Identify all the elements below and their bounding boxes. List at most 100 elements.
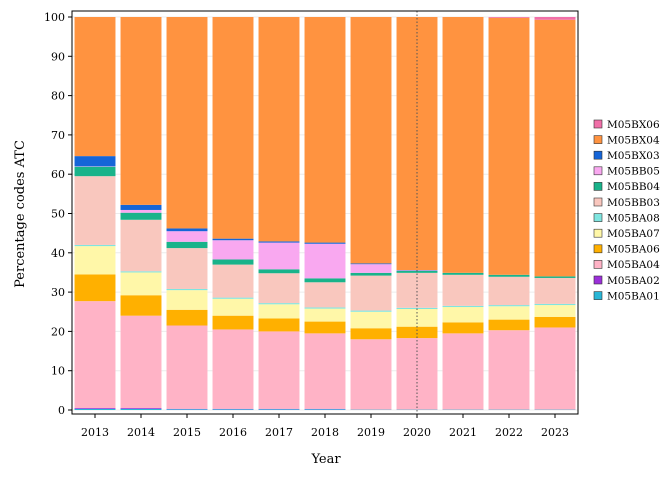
legend-swatch-m05ba08 — [594, 214, 602, 222]
legend-swatch-m05bx03 — [594, 151, 602, 159]
legend-swatch-m05bb04 — [594, 182, 602, 190]
bar-segment-m05bx04-2017 — [259, 17, 300, 241]
bar-segment-m05bx03-2014 — [121, 205, 162, 210]
bar-segment-m05ba01-2018 — [305, 409, 346, 410]
legend-swatch-m05ba02 — [594, 276, 602, 284]
bar-segment-m05bb05-2017 — [259, 243, 300, 270]
y-tick-label: 90 — [51, 50, 65, 63]
legend-swatch-m05bx04 — [594, 136, 602, 144]
legend-label-m05ba06: M05BA06 — [607, 244, 660, 256]
x-tick-label: 2013 — [81, 426, 109, 439]
bar-segment-m05ba04-2017 — [259, 331, 300, 408]
bars — [75, 17, 576, 410]
bar-segment-m05ba01-2014 — [121, 409, 162, 410]
bar-segment-m05ba06-2023 — [535, 317, 576, 328]
bar-segment-m05bb04-2014 — [121, 213, 162, 220]
y-tick-label: 60 — [51, 168, 65, 181]
legend-swatch-m05bx06 — [594, 120, 602, 128]
bar-segment-m05bb04-2022 — [489, 275, 530, 277]
y-tick-label: 20 — [51, 325, 65, 338]
bar-segment-m05ba04-2016 — [213, 329, 254, 408]
bar-segment-m05ba01-2017 — [259, 409, 300, 410]
legend-label-m05bx03: M05BX03 — [607, 150, 660, 162]
y-axis-title: Percentage codes ATC — [13, 140, 28, 288]
bar-segment-m05ba04-2020 — [397, 338, 438, 410]
y-tick-label: 50 — [51, 208, 65, 221]
bar-segment-m05ba07-2022 — [489, 306, 530, 319]
bar-segment-m05bb05-2014 — [121, 210, 162, 213]
bar-segment-m05ba08-2013 — [75, 245, 116, 246]
x-tick-label: 2019 — [357, 426, 385, 439]
bar-segment-m05bx03-2018 — [305, 243, 346, 244]
bar-segment-m05ba08-2017 — [259, 303, 300, 304]
bar-segment-m05bx04-2019 — [351, 17, 392, 263]
bar-segment-m05ba06-2022 — [489, 320, 530, 331]
bar-segment-m05ba06-2020 — [397, 327, 438, 338]
bar-segment-m05bx03-2016 — [213, 239, 254, 241]
bar-segment-m05bx04-2015 — [167, 17, 208, 228]
y-tick-label: 70 — [51, 129, 65, 142]
legend-swatch-m05ba04 — [594, 260, 602, 268]
bar-segment-m05bb04-2013 — [75, 167, 116, 176]
x-tick-label: 2015 — [173, 426, 201, 439]
bar-segment-m05bx03-2015 — [167, 228, 208, 231]
x-tick-label: 2022 — [495, 426, 523, 439]
bar-segment-m05ba04-2022 — [489, 330, 530, 409]
legend-swatch-m05ba06 — [594, 245, 602, 253]
bar-segment-m05bb05-2016 — [213, 240, 254, 259]
bar-segment-m05bb04-2021 — [443, 273, 484, 275]
bar-segment-m05bb03-2023 — [535, 278, 576, 304]
bar-segment-m05ba04-2019 — [351, 339, 392, 409]
legend-label-m05ba08: M05BA08 — [607, 212, 660, 224]
y-tick-label: 80 — [51, 90, 65, 103]
bar-segment-m05ba01-2016 — [213, 409, 254, 410]
x-tick-label: 2020 — [403, 426, 431, 439]
legend-label-m05bb03: M05BB03 — [607, 197, 660, 209]
legend-swatch-m05bb05 — [594, 167, 602, 175]
bar-segment-m05ba06-2021 — [443, 322, 484, 333]
bar-segment-m05ba08-2022 — [489, 305, 530, 306]
bar-segment-m05ba07-2017 — [259, 304, 300, 318]
bar-segment-m05ba07-2020 — [397, 309, 438, 327]
y-tick-label: 0 — [58, 404, 65, 417]
bar-segment-m05ba07-2023 — [535, 305, 576, 317]
bar-segment-m05ba08-2019 — [351, 311, 392, 312]
bar-segment-m05bb03-2014 — [121, 220, 162, 271]
bar-segment-m05bx03-2013 — [75, 156, 116, 166]
legend-label-m05bx06: M05BX06 — [607, 119, 660, 131]
bar-segment-m05ba06-2017 — [259, 318, 300, 331]
bar-segment-m05ba06-2014 — [121, 295, 162, 315]
bar-segment-m05ba07-2013 — [75, 246, 116, 274]
bar-segment-m05bx03-2017 — [259, 241, 300, 242]
legend-swatch-m05ba01 — [594, 292, 602, 300]
bar-segment-m05ba08-2023 — [535, 304, 576, 305]
bar-segment-m05bx04-2016 — [213, 17, 254, 239]
legend-label-m05ba01: M05BA01 — [607, 290, 660, 302]
bar-segment-m05ba06-2013 — [75, 274, 116, 301]
bar-segment-m05ba06-2015 — [167, 310, 208, 326]
bar-segment-m05ba08-2021 — [443, 306, 484, 307]
bar-segment-m05bx04-2021 — [443, 17, 484, 273]
bar-segment-m05ba06-2019 — [351, 328, 392, 339]
x-tick-label: 2014 — [127, 426, 155, 439]
bar-segment-m05ba08-2014 — [121, 271, 162, 272]
x-tick-label: 2023 — [541, 426, 569, 439]
bar-segment-m05ba01-2015 — [167, 409, 208, 410]
bar-segment-m05bb05-2018 — [305, 244, 346, 279]
bar-segment-m05ba07-2019 — [351, 312, 392, 329]
x-tick-label: 2018 — [311, 426, 339, 439]
bar-segment-m05bb04-2019 — [351, 273, 392, 276]
legend-label-m05bb05: M05BB05 — [607, 166, 660, 178]
bar-segment-m05bx04-2018 — [305, 17, 346, 243]
legend-label-m05bx04: M05BX04 — [607, 134, 660, 146]
bar-segment-m05bb04-2015 — [167, 242, 208, 248]
y-tick-label: 30 — [51, 286, 65, 299]
bar-segment-m05ba02-2013 — [75, 408, 116, 409]
bar-segment-m05ba08-2018 — [305, 307, 346, 308]
bar-segment-m05bb03-2021 — [443, 275, 484, 306]
bar-segment-m05ba06-2016 — [213, 316, 254, 330]
y-tick-label: 10 — [51, 365, 65, 378]
x-tick-label: 2016 — [219, 426, 247, 439]
